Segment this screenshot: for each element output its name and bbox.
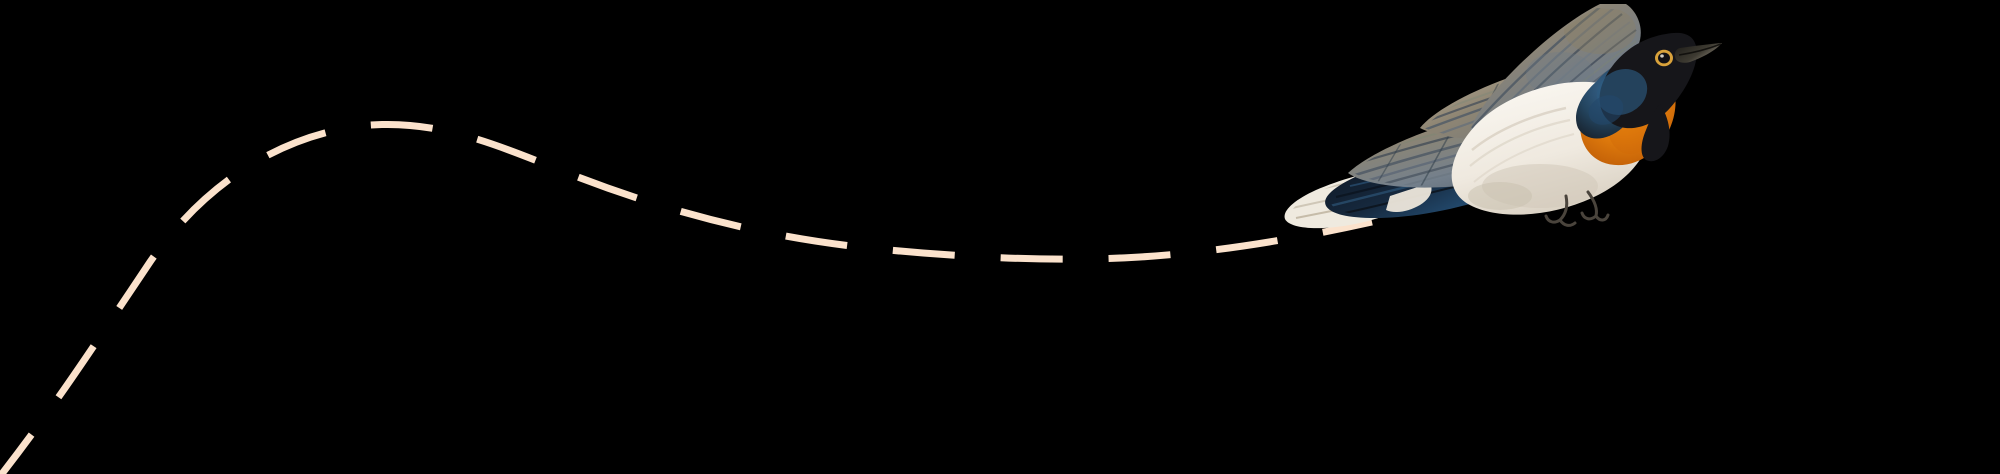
bird-feet <box>1544 190 1610 227</box>
flying-bird <box>1284 4 1722 229</box>
flight-trail-dashed-line <box>0 120 1373 474</box>
bird-head <box>1576 32 1722 162</box>
bird-eye <box>1655 49 1673 67</box>
flight-trail-group <box>0 120 1373 474</box>
tail-white-notch <box>1386 183 1432 213</box>
